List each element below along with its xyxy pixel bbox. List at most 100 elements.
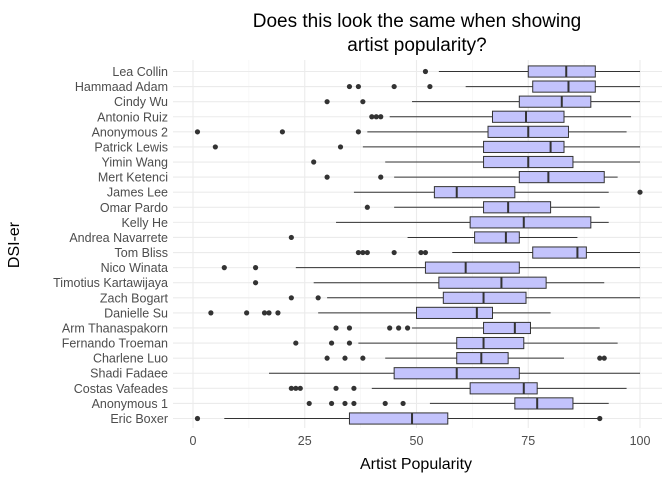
iqr-box bbox=[518, 171, 605, 184]
y-tick-label: Timotius Kartawijaya bbox=[53, 276, 168, 290]
iqr-box bbox=[483, 201, 552, 214]
outlier-point bbox=[364, 204, 370, 210]
outlier-point bbox=[252, 280, 259, 286]
outlier-point bbox=[418, 249, 424, 256]
outlier-point bbox=[293, 385, 299, 391]
x-tick-label: 50 bbox=[410, 434, 424, 448]
outlier-point bbox=[351, 385, 357, 391]
y-tick-label: Fernando Troeman bbox=[62, 337, 168, 351]
box-group bbox=[252, 276, 605, 289]
x-tick-labels: 0 25 50 75 100 bbox=[190, 434, 651, 448]
y-tick-label: Andrea Navarrete bbox=[69, 231, 168, 245]
box-group bbox=[208, 306, 551, 319]
iqr-box bbox=[514, 397, 574, 410]
box-group bbox=[353, 186, 643, 199]
y-tick-label: Zach Bogart bbox=[100, 291, 169, 305]
outlier-point bbox=[404, 325, 411, 331]
box-group bbox=[306, 397, 609, 410]
y-tick-label: Mert Ketenci bbox=[98, 171, 168, 185]
outlier-point bbox=[378, 174, 384, 180]
outlier-point bbox=[355, 129, 361, 135]
y-tick-label: Charlene Luo bbox=[93, 352, 168, 366]
iqr-box bbox=[518, 95, 592, 108]
y-tick-label: Arm Thanaspakorn bbox=[62, 321, 168, 335]
outlier-point bbox=[306, 400, 312, 407]
outlier-point bbox=[360, 355, 366, 361]
outlier-point bbox=[288, 295, 294, 301]
outlier-point bbox=[391, 83, 397, 90]
iqr-box bbox=[483, 321, 531, 335]
outlier-point bbox=[396, 325, 402, 331]
y-tick-label: Eric Boxer bbox=[110, 412, 168, 426]
outlier-point bbox=[194, 129, 201, 135]
outlier-point bbox=[212, 144, 218, 150]
y-tick-label: Yimin Wang bbox=[102, 156, 169, 170]
y-tick-label: Costas Vafeades bbox=[74, 382, 168, 396]
y-tick-label: Omar Pardo bbox=[100, 201, 168, 215]
outlier-point bbox=[355, 249, 361, 256]
outlier-point bbox=[288, 234, 294, 241]
box-group bbox=[212, 140, 640, 154]
iqr-box bbox=[456, 352, 509, 365]
boxplot-series bbox=[194, 65, 643, 425]
iqr-box bbox=[483, 140, 565, 154]
box-group bbox=[369, 110, 632, 123]
box-group bbox=[194, 412, 603, 425]
iqr-box bbox=[416, 306, 493, 319]
y-tick-label: Antonio Ruiz bbox=[97, 110, 168, 124]
outlier-point bbox=[244, 310, 250, 316]
outlier-point bbox=[378, 114, 384, 120]
box-group bbox=[324, 352, 607, 365]
outlier-point bbox=[597, 415, 603, 422]
y-axis-title: DSI-er bbox=[6, 221, 23, 268]
outlier-point bbox=[342, 400, 348, 407]
x-tick-label: 0 bbox=[190, 434, 197, 448]
outlier-point bbox=[387, 325, 393, 331]
outlier-point bbox=[221, 265, 227, 271]
x-axis-title: Artist Popularity bbox=[360, 456, 472, 473]
outlier-point bbox=[293, 340, 299, 346]
y-tick-label: Tom Bliss bbox=[115, 246, 168, 260]
outlier-point bbox=[346, 325, 353, 331]
outlier-point bbox=[279, 129, 285, 135]
iqr-box bbox=[532, 246, 587, 259]
outlier-point bbox=[391, 249, 397, 256]
outlier-point bbox=[194, 415, 201, 422]
y-tick-label: Danielle Su bbox=[104, 306, 168, 320]
x-tick-label: 75 bbox=[521, 434, 535, 448]
outlier-point bbox=[266, 310, 272, 316]
box-group bbox=[333, 321, 600, 335]
box-group bbox=[194, 125, 627, 138]
box-group bbox=[364, 201, 600, 214]
outlier-point bbox=[360, 249, 366, 256]
outlier-point bbox=[422, 249, 429, 256]
y-tick-label: Cindy Wu bbox=[114, 95, 168, 109]
outlier-point bbox=[333, 385, 339, 391]
iqr-box bbox=[469, 382, 538, 395]
iqr-box bbox=[442, 291, 527, 304]
iqr-box bbox=[532, 80, 596, 93]
outlier-point bbox=[346, 340, 353, 346]
outlier-point bbox=[427, 83, 433, 90]
outlier-point bbox=[601, 355, 607, 361]
y-tick-label: Lea Collin bbox=[112, 65, 168, 79]
box-group bbox=[221, 261, 640, 274]
x-tick-label: 25 bbox=[298, 434, 312, 448]
box-group bbox=[293, 336, 618, 350]
box-group bbox=[288, 231, 578, 244]
outlier-point bbox=[351, 400, 357, 407]
outlier-point bbox=[346, 83, 353, 90]
iqr-box bbox=[424, 261, 520, 274]
y-tick-label: James Lee bbox=[107, 186, 168, 200]
outlier-point bbox=[324, 174, 330, 180]
outlier-point bbox=[355, 83, 361, 90]
outlier-point bbox=[324, 99, 330, 105]
iqr-box bbox=[474, 231, 520, 244]
outlier-point bbox=[369, 114, 375, 120]
chart-title-line-1: Does this look the same when showing bbox=[253, 11, 581, 32]
y-tick-label: Hammaad Adam bbox=[75, 80, 168, 94]
outlier-point bbox=[342, 355, 348, 361]
iqr-box bbox=[433, 186, 516, 199]
iqr-box bbox=[438, 276, 547, 289]
